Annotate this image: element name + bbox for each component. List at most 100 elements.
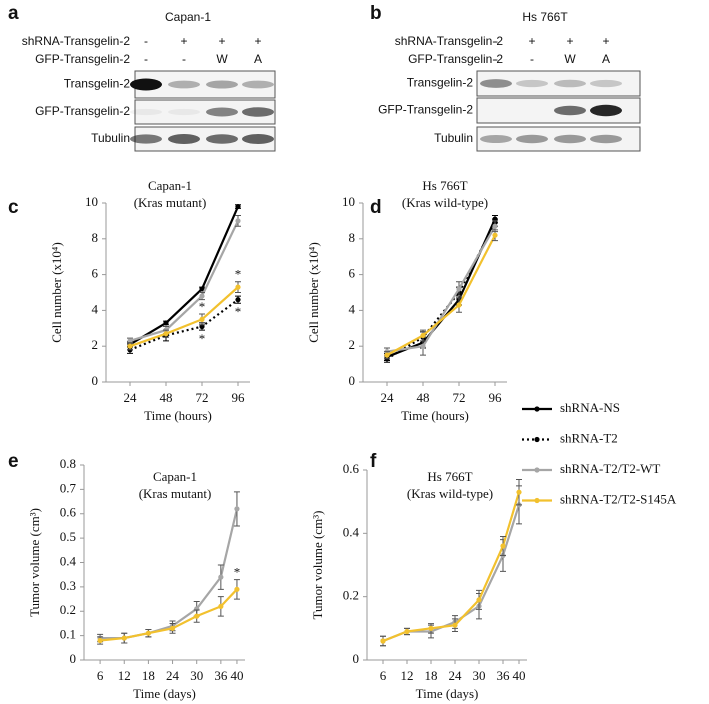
blot-row-label: Tubulin xyxy=(434,131,473,145)
x-tick-label: 72 xyxy=(453,390,466,405)
blot-row-label: Tubulin xyxy=(91,131,130,145)
x-tick-label: 30 xyxy=(473,668,486,683)
significance-mark: * xyxy=(199,331,206,346)
condition-label: GFP-Transgelin-2 xyxy=(35,52,130,66)
data-point xyxy=(145,630,151,636)
data-point xyxy=(121,635,127,641)
significance-mark: * xyxy=(234,565,241,580)
chart-title: Hs 766T xyxy=(427,469,472,484)
data-point xyxy=(235,284,241,290)
y-tick-label: 0.2 xyxy=(60,602,76,617)
data-point xyxy=(428,625,434,631)
x-tick-label: 48 xyxy=(160,390,173,405)
x-axis-label: Time (hours) xyxy=(401,408,469,423)
data-point xyxy=(234,506,240,512)
panel-label: f xyxy=(370,451,377,472)
condition-value: + xyxy=(180,34,187,48)
blot-frame xyxy=(476,70,641,97)
y-tick-label: 0.7 xyxy=(60,480,77,495)
panel-label: c xyxy=(8,197,19,218)
chart-subtitle: (Kras mutant) xyxy=(139,486,212,501)
x-axis-label: Time (days) xyxy=(133,686,196,701)
data-point xyxy=(456,302,462,308)
y-axis-label: Cell number (x10⁴) xyxy=(306,242,321,343)
x-tick-label: 12 xyxy=(118,668,131,683)
x-tick-label: 24 xyxy=(166,668,180,683)
condition-value: W xyxy=(216,52,228,66)
x-tick-label: 72 xyxy=(196,390,209,405)
y-tick-label: 8 xyxy=(349,230,356,245)
data-point xyxy=(199,293,205,299)
y-tick-label: 0.5 xyxy=(60,529,76,544)
blot-row-label: GFP-Transgelin-2 xyxy=(378,103,473,117)
series-line xyxy=(100,508,239,640)
condition-value: A xyxy=(254,52,262,66)
y-tick-label: 0.3 xyxy=(60,578,76,593)
y-tick-label: 0 xyxy=(349,373,356,388)
blot-row-label: GFP-Transgelin-2 xyxy=(35,104,130,118)
x-tick-label: 48 xyxy=(417,390,430,405)
legend-marker xyxy=(534,436,540,443)
x-tick-label: 24 xyxy=(381,390,395,405)
y-tick-label: 0.4 xyxy=(60,553,77,568)
condition-value: + xyxy=(254,34,261,48)
x-tick-label: 6 xyxy=(380,668,387,683)
condition-value: W xyxy=(564,52,576,66)
y-axis-label: Cell number (x10⁴) xyxy=(49,242,64,343)
condition-value: + xyxy=(602,34,609,48)
x-tick-label: 18 xyxy=(425,668,438,683)
blot-band xyxy=(206,80,238,89)
blot-band xyxy=(168,80,200,89)
data-point xyxy=(234,586,240,592)
blot-band xyxy=(480,134,512,144)
condition-label: shRNA-Transgelin-2 xyxy=(395,34,504,48)
data-point xyxy=(492,223,498,229)
blot-band xyxy=(480,79,512,88)
condition-value: A xyxy=(602,52,610,66)
x-tick-label: 18 xyxy=(142,668,155,683)
blot-band xyxy=(130,78,162,91)
blot-band xyxy=(206,107,238,117)
data-point xyxy=(199,316,205,322)
data-point xyxy=(169,625,176,631)
data-point xyxy=(420,343,426,349)
x-tick-label: 6 xyxy=(97,668,104,683)
y-axis-label: Tumor volume (cm³) xyxy=(310,511,325,620)
panel-label: a xyxy=(8,3,19,24)
legend-label: shRNA-T2/T2-WT xyxy=(560,461,660,476)
chart-title: Capan-1 xyxy=(148,178,192,193)
data-point xyxy=(516,489,522,495)
blot-band xyxy=(554,134,586,144)
data-point xyxy=(218,574,224,580)
y-tick-label: 0.1 xyxy=(60,627,76,642)
condition-value: - xyxy=(530,52,534,66)
blot-band xyxy=(242,80,274,89)
blot-row-label: Transgelin-2 xyxy=(64,77,131,91)
x-axis-label: Time (hours) xyxy=(144,408,212,423)
panel-label: e xyxy=(8,451,19,472)
data-point xyxy=(127,343,133,349)
series-line xyxy=(99,588,238,642)
condition-value: + xyxy=(218,34,225,48)
series-line xyxy=(386,234,496,357)
x-tick-label: 40 xyxy=(513,668,526,683)
data-point xyxy=(384,352,390,358)
blot-band xyxy=(168,134,200,144)
data-point xyxy=(404,628,410,635)
chart-title: Capan-1 xyxy=(153,469,197,484)
y-tick-label: 2 xyxy=(92,337,99,352)
condition-label: GFP-Transgelin-2 xyxy=(408,52,503,66)
condition-value: + xyxy=(566,34,573,48)
blot-title: Hs 766T xyxy=(522,10,568,24)
data-point xyxy=(452,622,458,628)
legend-label: shRNA-T2 xyxy=(560,430,618,445)
legend-label: shRNA-T2/T2-S145A xyxy=(560,491,677,506)
data-point xyxy=(199,286,205,292)
y-tick-label: 0.2 xyxy=(343,588,359,603)
data-point xyxy=(456,286,462,292)
chart-title: Hs 766T xyxy=(422,178,467,193)
condition-value: - xyxy=(144,34,148,48)
y-tick-label: 0.6 xyxy=(343,461,360,476)
significance-mark: * xyxy=(235,267,242,282)
data-point xyxy=(235,203,241,210)
